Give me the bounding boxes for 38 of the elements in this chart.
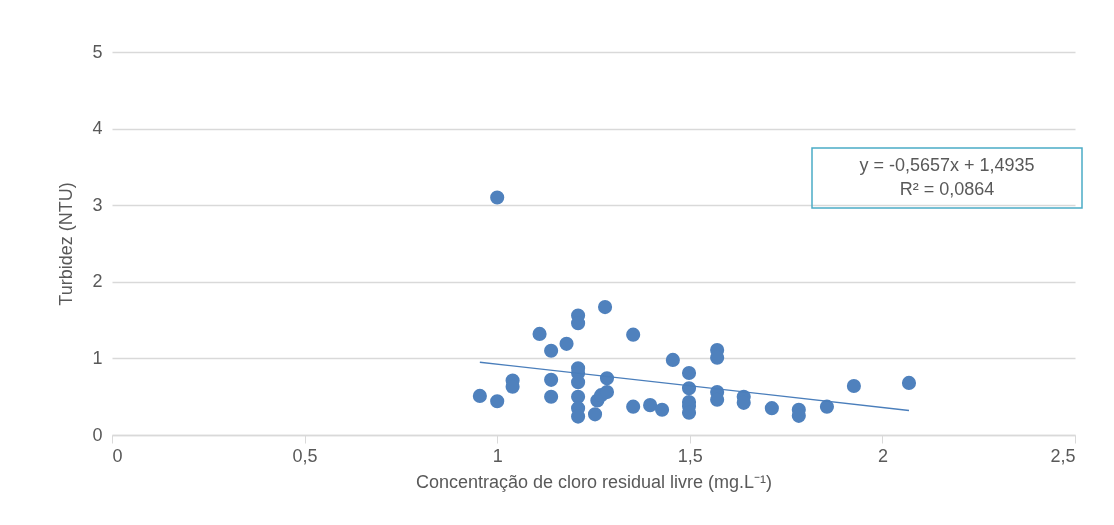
point xyxy=(819,399,834,414)
point xyxy=(544,389,559,404)
point xyxy=(626,327,641,342)
point xyxy=(532,326,547,341)
annotation: R² = 0,0864 xyxy=(899,179,995,199)
y-tick-label: 0 xyxy=(92,424,103,445)
y-tick-label: 1 xyxy=(92,347,103,368)
point xyxy=(901,375,917,390)
point xyxy=(626,399,641,414)
point xyxy=(846,378,861,394)
point xyxy=(654,402,670,417)
x-tick-label: 1 xyxy=(492,445,503,466)
point xyxy=(490,394,505,409)
x-tick-label: 2 xyxy=(877,445,888,466)
y-tick-label: 4 xyxy=(92,118,103,139)
annotation: y = -0,5657x + 1,4935 xyxy=(859,155,1035,175)
x-tick-label: 2,5 xyxy=(1050,445,1076,466)
x-tick-label: 0,5 xyxy=(292,445,318,466)
point xyxy=(559,336,574,351)
point xyxy=(681,365,697,381)
y-tick-label: 3 xyxy=(92,194,103,215)
x-tick-label: 0 xyxy=(112,445,123,466)
y-axis-title: Turbidez (NTU) xyxy=(56,182,77,306)
point xyxy=(587,407,603,422)
x-tick-label: 1,5 xyxy=(677,445,703,466)
point xyxy=(764,401,779,416)
y-tick-label: 5 xyxy=(92,41,103,62)
point xyxy=(544,372,559,387)
point xyxy=(571,375,586,390)
point xyxy=(599,385,615,400)
point xyxy=(544,343,559,358)
point xyxy=(490,190,505,205)
point xyxy=(665,352,680,367)
y-tick-label: 2 xyxy=(92,271,103,292)
point xyxy=(643,398,658,413)
x-axis-title: Concentração de cloro residual livre (mg.L⁻¹) xyxy=(415,471,773,492)
point xyxy=(597,300,613,315)
point xyxy=(472,388,487,403)
